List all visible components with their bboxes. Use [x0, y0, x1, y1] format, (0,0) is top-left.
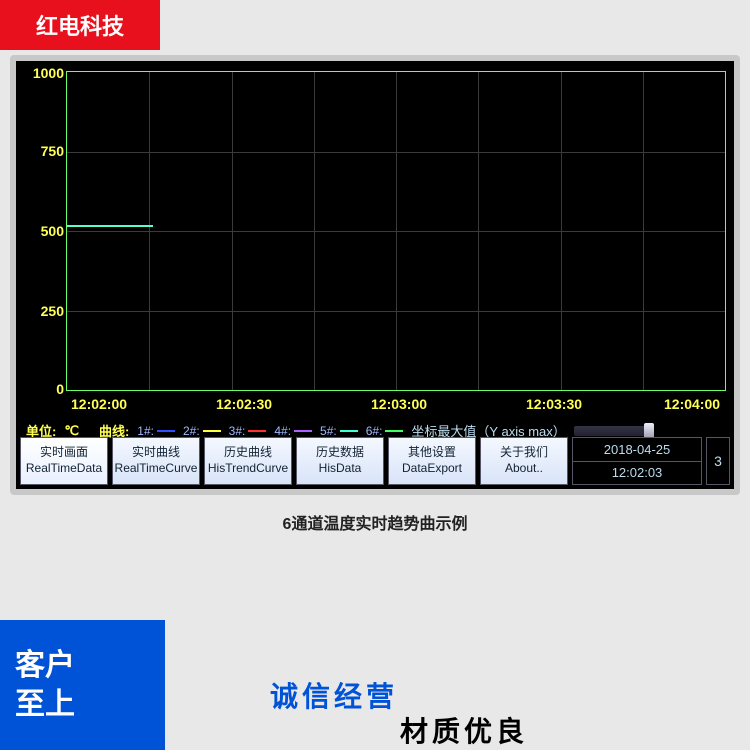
- xtick-1: 12:02:30: [216, 396, 272, 412]
- xtick-4: 12:04:00: [664, 396, 720, 412]
- ytick-0: 0: [24, 381, 64, 397]
- btn-about[interactable]: 关于我们About..: [480, 437, 568, 485]
- legend-5: 5#:: [320, 424, 358, 438]
- ytick-750: 750: [24, 143, 64, 159]
- xtick-2: 12:03:00: [371, 396, 427, 412]
- btn-realtime-curve[interactable]: 实时曲线RealTimeCurve: [112, 437, 200, 485]
- legend-2: 2#:: [183, 424, 221, 438]
- legend-1: 1#:: [137, 424, 175, 438]
- overlay-customer-first: 客户 至上: [0, 620, 165, 750]
- btn-history-data[interactable]: 历史数据HisData: [296, 437, 384, 485]
- trend-chart: [66, 71, 726, 391]
- overlay-quality: 材质优良: [400, 710, 528, 750]
- xtick-3: 12:03:30: [526, 396, 582, 412]
- ytick-1000: 1000: [24, 65, 64, 81]
- btn-realtime-data[interactable]: 实时画面RealTimeData: [20, 437, 108, 485]
- page-number: 3: [706, 437, 730, 485]
- hmi-screen: 1000 750 500 250 0 12:02:00 12:02:30 12:…: [10, 55, 740, 495]
- btn-history-curve[interactable]: 历史曲线HisTrendCurve: [204, 437, 292, 485]
- brand-logo: 红电科技: [0, 0, 160, 50]
- nav-button-row: 实时画面RealTimeData 实时曲线RealTimeCurve 历史曲线H…: [20, 437, 730, 485]
- overlay-integrity: 诚信经营: [270, 675, 398, 715]
- legend-6: 6#:: [366, 424, 404, 438]
- btn-other-settings[interactable]: 其他设置DataExport: [388, 437, 476, 485]
- ytick-250: 250: [24, 303, 64, 319]
- ytick-500: 500: [24, 223, 64, 239]
- xtick-0: 12:02:00: [71, 396, 127, 412]
- trace-line: [67, 225, 153, 227]
- legend-3: 3#:: [229, 424, 267, 438]
- ymax-slider[interactable]: [574, 426, 654, 436]
- figure-caption: 6通道温度实时趋势曲示例: [0, 510, 750, 534]
- time-display: 12:02:03: [573, 462, 701, 485]
- legend-4: 4#:: [274, 424, 312, 438]
- datetime-display: 2018-04-25 12:02:03: [572, 437, 702, 485]
- date-display: 2018-04-25: [573, 438, 701, 462]
